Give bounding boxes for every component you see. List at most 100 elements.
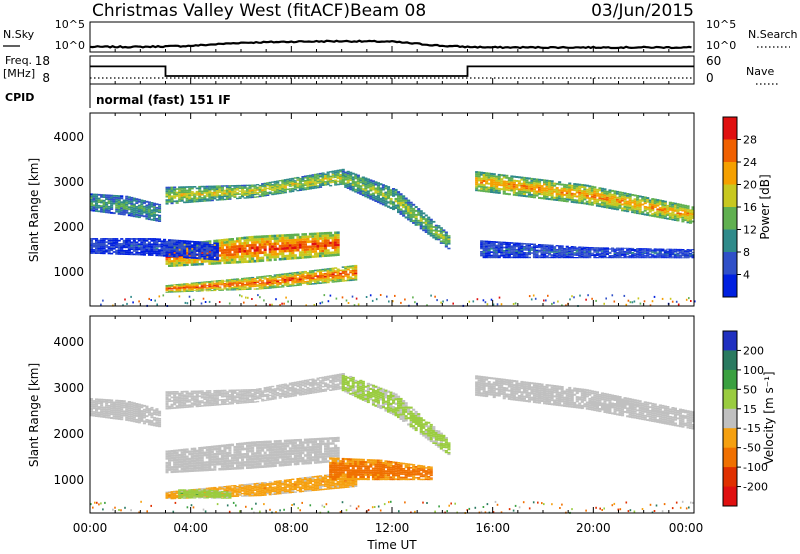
data-cell [608,191,612,194]
data-cell [228,285,232,287]
data-cell [477,177,481,180]
data-cell [303,248,307,251]
data-cell [540,256,544,259]
data-cell [107,407,111,409]
data-cell [230,281,234,283]
data-cell [603,302,605,305]
data-cell [407,216,411,219]
data-cell [593,198,597,201]
data-cell [487,253,491,255]
data-cell [112,248,116,250]
data-cell [387,205,391,208]
data-cell [152,252,156,255]
data-cell [188,247,192,250]
data-cell [273,192,277,194]
data-cell [276,187,280,189]
data-cell [168,291,172,293]
data-cell [228,282,232,284]
data-cell [326,173,330,175]
data-cell [117,251,121,254]
data-cell [90,410,94,413]
data-cell [236,253,240,256]
data-cell [188,249,192,252]
data-cell [225,258,229,262]
data-cell [243,277,247,279]
data-cell [266,237,270,241]
data-cell [532,246,536,248]
data-cell [100,208,104,211]
data-cell [583,249,587,251]
velocity-data-cells [90,373,695,514]
data-cell [686,249,690,251]
data-cell [646,212,650,214]
data-cell [184,301,187,304]
data-cell [492,185,496,188]
data-cell [198,195,202,198]
data-cell [306,253,310,256]
data-cell [140,205,144,208]
data-cell [641,255,645,257]
data-cell [107,416,111,419]
data-cell [319,242,323,245]
data-cell [220,185,224,187]
data-cell [200,254,204,256]
data-cell [548,194,552,197]
data-cell [636,253,640,255]
data-cell [152,248,156,251]
data-cell [633,257,637,259]
data-cell [520,244,524,246]
data-cell [553,188,557,191]
data-cell [120,402,124,405]
data-cell [183,245,187,248]
data-cell [442,239,446,241]
data-cell [220,254,224,257]
data-cell [593,192,597,195]
data-cell [324,181,328,183]
data-cell [316,255,320,258]
data-cell [162,294,165,297]
data-cell [573,201,577,204]
data-cell [560,250,564,252]
data-cell [218,283,222,285]
data-cell [97,247,101,250]
data-cell [283,302,285,305]
data-cell [132,418,136,421]
data-cell [132,209,136,212]
data-cell [404,201,408,204]
data-cell [178,261,182,265]
data-cell [631,250,635,251]
data-cell [306,240,310,244]
data-cell [324,242,328,245]
data-cell [271,193,275,196]
data-cell [200,185,204,188]
data-cell [565,190,569,193]
data-cell [115,251,119,253]
data-cell [271,277,275,279]
data-cell [293,249,297,252]
data-cell [293,276,297,278]
data-cell [530,185,534,188]
data-cell [412,296,414,299]
data-cell [495,179,499,182]
data-cell [127,202,131,205]
data-cell [553,247,557,249]
data-cell [170,456,174,460]
data-cell [351,295,354,298]
data-cell [150,416,154,419]
data-cell [409,211,413,214]
data-cell [246,192,250,195]
data-cell [316,174,320,177]
power-colorbar-tick-label: 12 [743,224,757,237]
data-cell [668,207,672,209]
data-cell [447,241,451,243]
data-cell [147,423,151,426]
data-cell [213,280,217,282]
data-cell [689,213,693,215]
data-cell [301,279,305,282]
data-cell [120,238,124,240]
data-cell [258,280,262,282]
data-cell [137,200,141,203]
data-cell [190,240,194,243]
data-cell [668,203,672,206]
data-cell [498,296,501,299]
